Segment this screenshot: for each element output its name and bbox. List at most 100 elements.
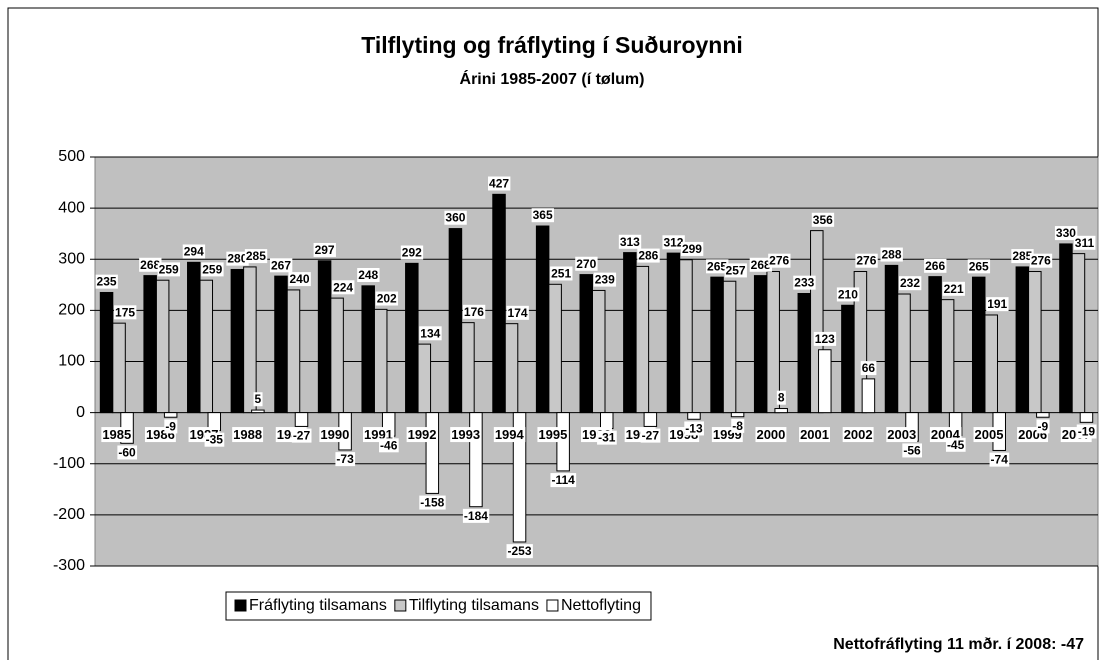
data-label-bg xyxy=(335,452,356,467)
legend-label: Fráflyting tilsamans xyxy=(249,597,387,614)
data-label-group: -253 xyxy=(506,544,533,559)
data-label: 5 xyxy=(255,392,262,406)
x-tick-label: 1993 xyxy=(451,427,480,442)
data-label-bg xyxy=(593,272,617,287)
data-label-group: 268 xyxy=(749,257,773,272)
bar xyxy=(274,275,288,414)
data-label-bg xyxy=(291,428,312,443)
data-label: 191 xyxy=(987,297,1007,311)
data-label-bg xyxy=(597,430,617,445)
data-label-bg xyxy=(575,256,598,271)
y-tick-label: 500 xyxy=(58,148,85,165)
data-label-bg xyxy=(836,287,860,302)
data-label-bg xyxy=(164,419,178,434)
bar xyxy=(722,280,737,414)
x-tick-label: 1990 xyxy=(320,427,349,442)
data-label: 248 xyxy=(358,268,378,282)
data-label-bg xyxy=(1076,424,1097,439)
x-tick-label-group: 1993 xyxy=(450,427,482,443)
x-tick-label-group: 2005 xyxy=(973,427,1005,443)
data-label-bg xyxy=(419,495,446,510)
x-tick-label: 2001 xyxy=(800,427,829,442)
bar xyxy=(753,275,768,414)
data-label: -46 xyxy=(380,438,398,452)
x-tick-label-group: 1992 xyxy=(406,427,438,443)
data-label: -73 xyxy=(336,452,354,466)
data-label-bg xyxy=(902,443,923,458)
data-label-bg xyxy=(444,210,467,225)
bar xyxy=(687,412,701,420)
data-label-group: -27 xyxy=(291,428,312,443)
data-label: 288 xyxy=(881,248,901,262)
data-label-bg xyxy=(680,241,704,256)
data-label-group: 259 xyxy=(157,262,180,277)
legend-swatch xyxy=(394,599,407,612)
data-label-group: -35 xyxy=(204,432,225,447)
bar xyxy=(361,285,375,414)
data-label-group: 276 xyxy=(768,253,791,268)
x-tick-label-group: 2002 xyxy=(842,427,874,443)
bar xyxy=(897,293,911,414)
bar xyxy=(710,276,724,414)
bar xyxy=(861,378,876,414)
data-label: 176 xyxy=(464,305,484,319)
data-label: 280 xyxy=(227,252,247,266)
data-label-bg xyxy=(269,258,293,273)
data-label-bg xyxy=(253,392,263,407)
legend-label: Tilflyting tilsamans xyxy=(409,597,539,614)
data-label: -27 xyxy=(293,429,311,443)
data-label: 66 xyxy=(862,361,876,375)
data-label-bg xyxy=(860,361,877,376)
data-label-group: 276 xyxy=(1029,253,1053,268)
data-label-bg xyxy=(226,251,249,266)
data-label-group: 297 xyxy=(313,242,336,257)
data-label-bg xyxy=(618,234,642,249)
bar xyxy=(461,322,475,414)
data-label-bg xyxy=(462,508,490,523)
bar xyxy=(1015,266,1030,414)
data-label: 123 xyxy=(815,332,835,346)
data-label-group: 66 xyxy=(860,361,877,376)
data-label: -56 xyxy=(903,443,921,457)
data-label-group: -27 xyxy=(640,428,661,443)
data-label: -253 xyxy=(508,544,532,558)
bar xyxy=(230,268,245,414)
legend-swatch xyxy=(546,599,559,612)
data-label: 313 xyxy=(620,235,640,249)
legend: Fráflyting tilsamans Tilflyting tilsamans… xyxy=(225,591,652,621)
bar xyxy=(163,412,178,418)
data-label-group: 251 xyxy=(550,266,573,281)
bar xyxy=(187,261,201,414)
data-label-group: 210 xyxy=(836,287,860,302)
data-label-group: 265 xyxy=(967,259,991,274)
data-label-bg xyxy=(332,280,355,295)
bar xyxy=(884,264,899,414)
x-tick-label-bg xyxy=(493,427,526,443)
bar xyxy=(623,252,637,414)
data-label-bg xyxy=(898,276,922,291)
bar xyxy=(635,265,650,414)
bar xyxy=(143,275,157,414)
data-label-bg xyxy=(855,253,878,268)
data-label: 285 xyxy=(1012,249,1032,263)
data-label-group: 224 xyxy=(332,280,355,295)
data-label-group: -73 xyxy=(335,452,356,467)
data-label-group: 259 xyxy=(201,262,224,277)
data-label: 259 xyxy=(202,262,222,276)
x-tick-label-bg xyxy=(973,427,1005,443)
data-label-bg xyxy=(201,262,224,277)
x-tick-label: 1991 xyxy=(364,427,393,442)
bar xyxy=(512,412,527,543)
bar xyxy=(984,314,998,414)
data-label-group: -8 xyxy=(731,418,745,433)
bar xyxy=(99,291,114,414)
bar xyxy=(818,349,832,414)
x-tick-label: 2000 xyxy=(756,427,785,442)
data-label-group: -19 xyxy=(1076,424,1097,439)
data-label: 294 xyxy=(184,244,204,258)
legend-label: Nettoflyting xyxy=(561,597,641,614)
data-label: 134 xyxy=(420,326,440,340)
x-tick-label-bg xyxy=(755,427,787,443)
y-tick-label: -300 xyxy=(53,557,85,574)
data-label-bg xyxy=(662,235,685,250)
